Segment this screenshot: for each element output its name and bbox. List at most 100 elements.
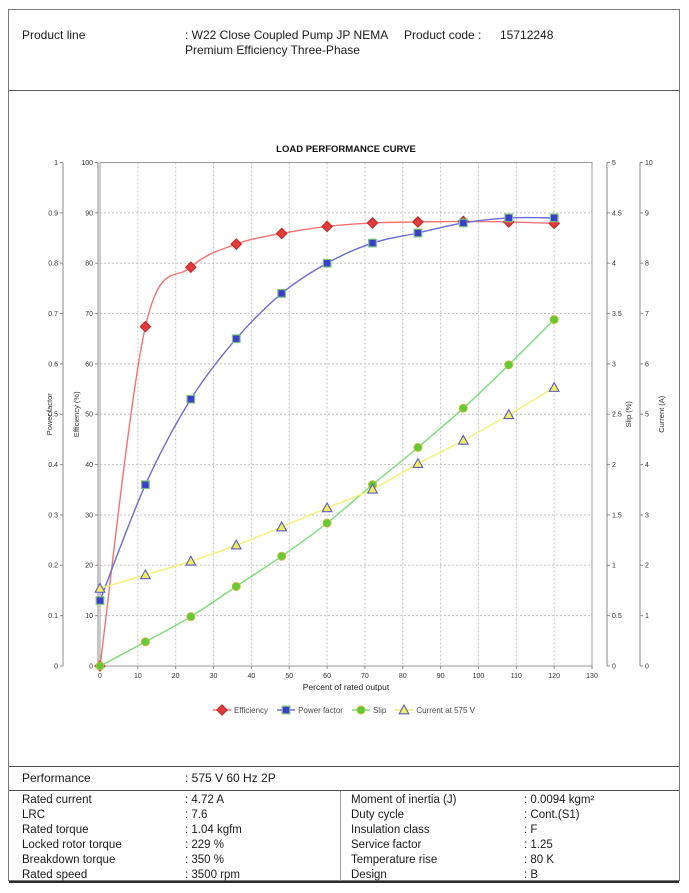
spec-value: : B bbox=[524, 869, 539, 881]
svg-text:0.6: 0.6 bbox=[48, 361, 58, 368]
spec-value: : 0.0094 kgm² bbox=[524, 794, 595, 806]
svg-text:40: 40 bbox=[85, 462, 93, 469]
svg-text:2: 2 bbox=[645, 563, 649, 570]
svg-text:100: 100 bbox=[81, 160, 93, 167]
svg-text:110: 110 bbox=[511, 673, 522, 680]
svg-text:100: 100 bbox=[473, 673, 485, 680]
x-axis: 0 10 20 30 40 50 60 70 80 90 100 110 120 130 Percent o… bbox=[98, 666, 598, 692]
svg-text:50: 50 bbox=[85, 412, 93, 419]
spec-value: : 350 % bbox=[185, 854, 224, 866]
legend-label: Power factor bbox=[298, 705, 343, 715]
svg-text:80: 80 bbox=[85, 261, 93, 268]
performance-value: : 575 V 60 Hz 2P bbox=[185, 771, 276, 785]
spec-label: Insulation class bbox=[351, 824, 430, 836]
legend-item: Slip bbox=[351, 704, 386, 716]
spec-label: Rated current bbox=[22, 794, 92, 806]
square-marker-icon bbox=[277, 705, 296, 715]
spec-label: Design bbox=[351, 869, 387, 881]
svg-text:3: 3 bbox=[645, 512, 649, 519]
axis-title-current: Current (A) bbox=[657, 395, 666, 433]
spec-label: Rated torque bbox=[22, 824, 89, 836]
spec-label: LRC bbox=[22, 809, 46, 821]
svg-text:4.5: 4.5 bbox=[612, 210, 622, 217]
spec-value: : 4.72 A bbox=[185, 794, 225, 806]
performance-label: Performance bbox=[22, 771, 91, 785]
svg-text:0: 0 bbox=[612, 663, 616, 670]
svg-text:30: 30 bbox=[85, 512, 93, 519]
series-markers-slip bbox=[95, 315, 559, 671]
chart-legend: Efficiency Power factor Slip Current at 575… bbox=[9, 704, 679, 716]
performance-grid: Rated current : 4.72 A LRC : 7.6 Rated t… bbox=[9, 791, 679, 883]
chart-title: LOAD PERFORMANCE CURVE bbox=[276, 144, 416, 155]
spec-label: Service factor bbox=[351, 839, 422, 851]
spec-value: : 1.04 kgfm bbox=[185, 824, 242, 836]
svg-text:0.5: 0.5 bbox=[48, 412, 58, 419]
diamond-marker-icon bbox=[212, 704, 231, 716]
spec-value: : 7.6 bbox=[185, 809, 208, 821]
circle-marker-icon bbox=[351, 705, 370, 715]
series-markers-current bbox=[94, 381, 560, 593]
svg-text:0.1: 0.1 bbox=[48, 613, 58, 620]
svg-text:90: 90 bbox=[437, 673, 445, 680]
svg-text:10: 10 bbox=[134, 673, 142, 680]
x-axis-label: Percent of rated output bbox=[303, 682, 390, 692]
product-code-label: Product code : bbox=[404, 28, 482, 42]
svg-text:10: 10 bbox=[645, 160, 653, 167]
svg-text:90: 90 bbox=[85, 210, 93, 217]
legend-item: Power factor bbox=[277, 704, 343, 716]
chart-canvas: LOAD PERFORMANCE CURVE 0 0.1 0.2 0.3 0.4 0.5 0.… bbox=[45, 144, 666, 692]
series-line-power_factor bbox=[99, 216, 555, 601]
svg-text:0: 0 bbox=[98, 673, 102, 680]
axis-title-efficiency: Efficiency (%) bbox=[72, 391, 81, 437]
triangle-marker-icon bbox=[395, 704, 414, 715]
svg-text:60: 60 bbox=[323, 673, 331, 680]
svg-text:0.5: 0.5 bbox=[612, 613, 622, 620]
svg-text:0: 0 bbox=[645, 663, 649, 670]
svg-text:4: 4 bbox=[612, 261, 616, 268]
svg-text:5: 5 bbox=[612, 160, 616, 167]
load-performance-chart: LOAD PERFORMANCE CURVE 0 0.1 0.2 0.3 0.4 0.5 0.… bbox=[9, 91, 679, 766]
svg-text:70: 70 bbox=[85, 311, 93, 318]
axis-efficiency: 0 10 20 30 40 50 60 70 80 90 100 Efficiency (%) bbox=[72, 160, 99, 670]
svg-text:3.5: 3.5 bbox=[612, 311, 622, 318]
svg-text:0.7: 0.7 bbox=[48, 311, 58, 318]
svg-text:60: 60 bbox=[85, 361, 93, 368]
legend-item: Current at 575 V bbox=[395, 704, 475, 716]
svg-text:8: 8 bbox=[645, 261, 649, 268]
plot-border bbox=[99, 162, 593, 667]
product-line-value: : W22 Close Coupled Pump JP NEMA Premium… bbox=[185, 28, 388, 57]
svg-text:1.5: 1.5 bbox=[612, 512, 622, 519]
product-code-value: 15712248 bbox=[500, 28, 554, 42]
axis-power_factor: 0 0.1 0.2 0.3 0.4 0.5 0.6 0.7 0.8 0.9 1 Power facto… bbox=[45, 160, 64, 670]
svg-text:2.5: 2.5 bbox=[612, 412, 622, 419]
legend-item: Efficiency bbox=[212, 704, 268, 716]
axis-slip: 0 0.5 1 1.5 2 2.5 3 3.5 4 4.5 5 Slip (%) bbox=[606, 160, 633, 670]
header-row: Product line : W22 Close Coupled Pump JP… bbox=[9, 10, 679, 91]
svg-text:1: 1 bbox=[645, 613, 649, 620]
gridlines bbox=[100, 162, 593, 666]
svg-text:1: 1 bbox=[54, 160, 58, 167]
datasheet-page: Product line : W22 Close Coupled Pump JP… bbox=[8, 9, 680, 883]
svg-text:20: 20 bbox=[172, 673, 180, 680]
spec-label: Duty cycle bbox=[351, 809, 405, 821]
svg-text:70: 70 bbox=[361, 673, 369, 680]
spec-value: : 1.25 bbox=[524, 839, 553, 851]
svg-text:130: 130 bbox=[586, 673, 598, 680]
column-divider bbox=[340, 791, 341, 881]
svg-text:30: 30 bbox=[210, 673, 218, 680]
svg-text:10: 10 bbox=[85, 613, 93, 620]
axis-title-slip: Slip (%) bbox=[624, 401, 633, 428]
spec-label: Temperature rise bbox=[351, 854, 438, 866]
svg-text:4: 4 bbox=[645, 462, 649, 469]
legend-label: Current at 575 V bbox=[416, 705, 476, 715]
product-line-label: Product line bbox=[22, 28, 86, 42]
svg-text:40: 40 bbox=[247, 673, 255, 680]
svg-text:0.9: 0.9 bbox=[48, 210, 58, 217]
svg-text:1: 1 bbox=[612, 563, 616, 570]
svg-text:3: 3 bbox=[612, 361, 616, 368]
svg-text:0: 0 bbox=[54, 663, 58, 670]
svg-text:0.3: 0.3 bbox=[48, 512, 58, 519]
axis-title-power_factor: Power factor bbox=[45, 393, 54, 436]
svg-text:2: 2 bbox=[612, 462, 616, 469]
spec-value: : F bbox=[524, 824, 538, 836]
